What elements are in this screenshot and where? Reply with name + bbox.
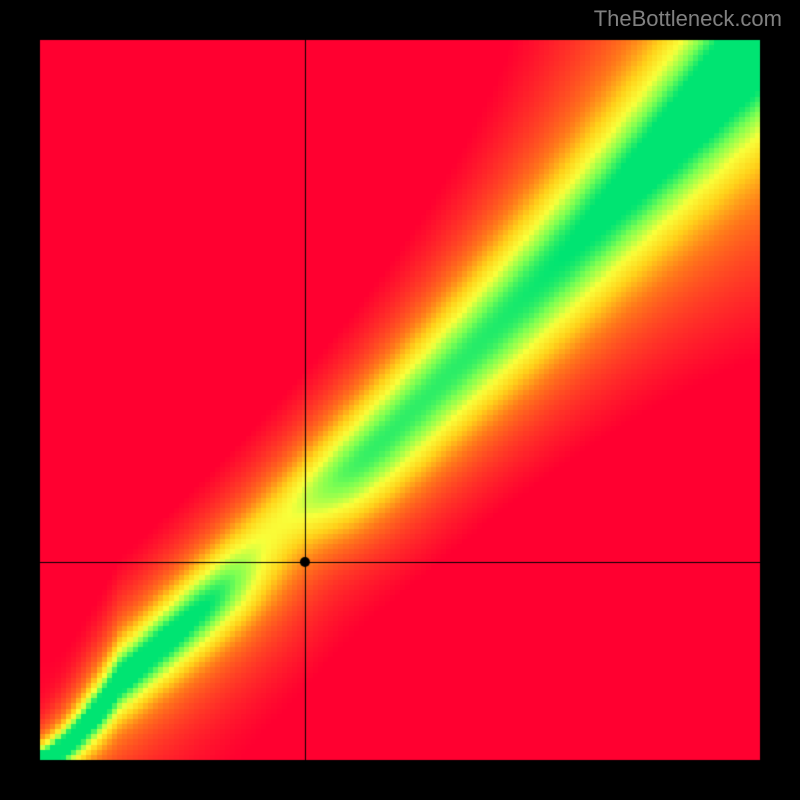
bottleneck-heatmap (0, 0, 800, 800)
chart-root: TheBottleneck.com (0, 0, 800, 800)
watermark-text: TheBottleneck.com (594, 6, 782, 32)
